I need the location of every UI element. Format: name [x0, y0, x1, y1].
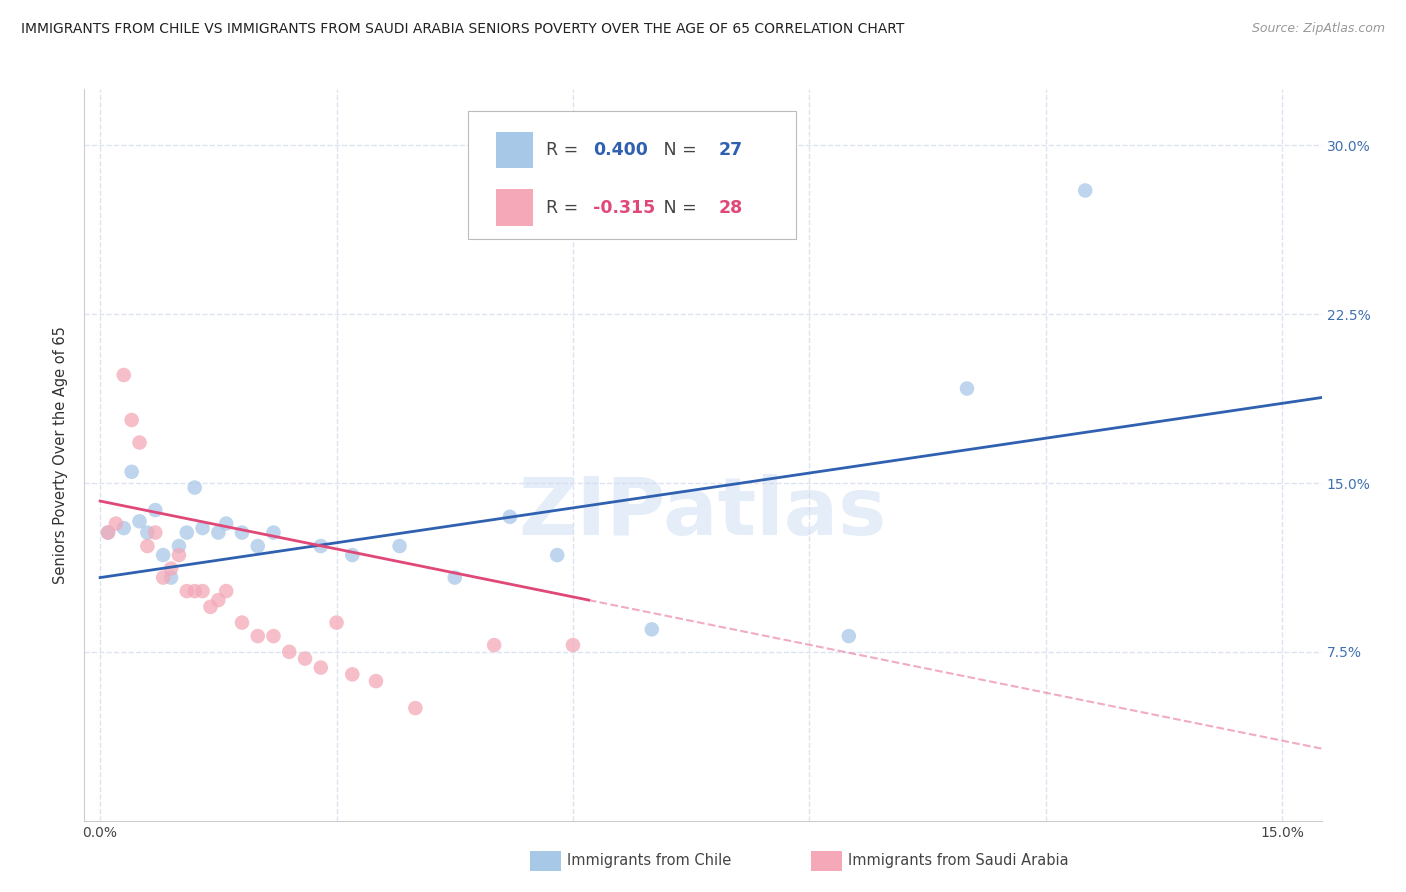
Point	[136, 539, 159, 553]
Point	[231, 525, 253, 540]
Point	[176, 584, 198, 599]
Point	[183, 481, 205, 495]
Point	[443, 571, 465, 585]
Point	[143, 503, 166, 517]
FancyBboxPatch shape	[468, 112, 796, 239]
Text: R =: R =	[546, 199, 583, 217]
Point	[246, 539, 269, 553]
Point	[121, 465, 143, 479]
Point	[956, 382, 979, 396]
Point	[112, 368, 135, 382]
Point	[404, 701, 426, 715]
Point	[215, 584, 238, 599]
Point	[246, 629, 269, 643]
Point	[562, 638, 585, 652]
Point	[97, 525, 120, 540]
Point	[97, 525, 120, 540]
Point	[641, 623, 664, 637]
Text: 0.400: 0.400	[593, 141, 648, 159]
Point	[167, 539, 190, 553]
Point	[325, 615, 347, 630]
Point	[263, 629, 285, 643]
Text: N =: N =	[647, 141, 703, 159]
Point	[838, 629, 860, 643]
FancyBboxPatch shape	[496, 132, 533, 169]
Point	[342, 667, 364, 681]
Text: N =: N =	[647, 199, 703, 217]
Point	[104, 516, 127, 531]
Point	[207, 525, 229, 540]
Point	[121, 413, 143, 427]
Y-axis label: Seniors Poverty Over the Age of 65: Seniors Poverty Over the Age of 65	[53, 326, 69, 584]
Point	[128, 435, 150, 450]
Point	[152, 571, 174, 585]
Point	[176, 525, 198, 540]
Point	[342, 548, 364, 562]
Text: ZIPatlas: ZIPatlas	[519, 475, 887, 552]
Point	[231, 615, 253, 630]
Text: Immigrants from Chile: Immigrants from Chile	[567, 854, 731, 868]
Point	[152, 548, 174, 562]
Point	[1074, 184, 1097, 198]
Text: Immigrants from Saudi Arabia: Immigrants from Saudi Arabia	[848, 854, 1069, 868]
Point	[183, 584, 205, 599]
Text: Source: ZipAtlas.com: Source: ZipAtlas.com	[1251, 22, 1385, 36]
Point	[482, 638, 505, 652]
Point	[388, 539, 411, 553]
Point	[546, 548, 568, 562]
Point	[309, 539, 332, 553]
Point	[207, 593, 229, 607]
Point	[128, 514, 150, 528]
Point	[364, 674, 387, 689]
Point	[112, 521, 135, 535]
Point	[215, 516, 238, 531]
Point	[160, 561, 183, 575]
Text: -0.315: -0.315	[593, 199, 655, 217]
Point	[499, 509, 522, 524]
Point	[136, 525, 159, 540]
Text: 28: 28	[718, 199, 744, 217]
Text: 27: 27	[718, 141, 744, 159]
FancyBboxPatch shape	[496, 189, 533, 226]
Point	[167, 548, 190, 562]
Point	[278, 645, 301, 659]
Point	[294, 651, 316, 665]
Point	[191, 584, 214, 599]
Point	[191, 521, 214, 535]
Point	[143, 525, 166, 540]
Point	[160, 571, 183, 585]
Text: IMMIGRANTS FROM CHILE VS IMMIGRANTS FROM SAUDI ARABIA SENIORS POVERTY OVER THE A: IMMIGRANTS FROM CHILE VS IMMIGRANTS FROM…	[21, 22, 904, 37]
Point	[309, 660, 332, 674]
Point	[263, 525, 285, 540]
Text: R =: R =	[546, 141, 583, 159]
Point	[200, 599, 222, 614]
